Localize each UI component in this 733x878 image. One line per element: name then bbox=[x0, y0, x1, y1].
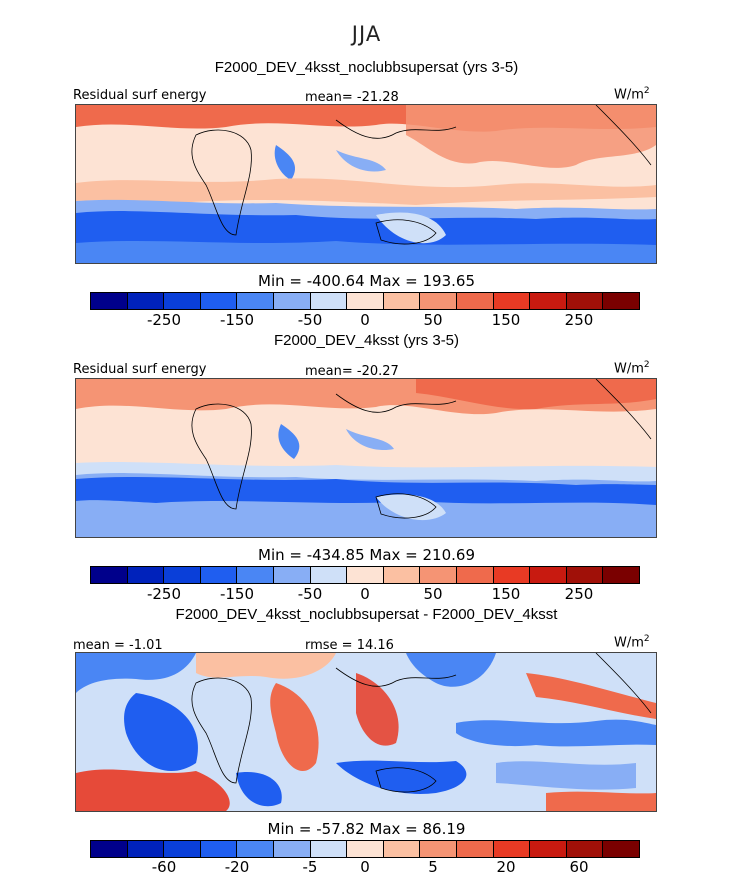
colorbar-swatch bbox=[603, 293, 639, 309]
panel-2-left-label: Residual surf energy bbox=[73, 362, 207, 377]
colorbar-swatch bbox=[273, 841, 311, 857]
colorbar-tick: -250 bbox=[146, 311, 182, 329]
panel-3-min-max: Min = -57.82 Max = 86.19 bbox=[267, 820, 466, 838]
colorbar-swatch bbox=[347, 567, 384, 583]
colorbar-swatch bbox=[456, 841, 494, 857]
colorbar-tick: 60 bbox=[569, 858, 589, 876]
colorbar-swatch bbox=[273, 293, 311, 309]
colorbar-swatch bbox=[164, 841, 201, 857]
colorbar-swatch bbox=[91, 293, 128, 309]
colorbar-tick: 0 bbox=[360, 858, 370, 876]
panel-3-field bbox=[76, 653, 656, 811]
colorbar-tick: -50 bbox=[297, 311, 323, 329]
colorbar-swatch bbox=[603, 841, 639, 857]
colorbar-tick: -5 bbox=[302, 858, 318, 876]
colorbar-tick: 50 bbox=[423, 311, 443, 329]
panel-3-colorbar bbox=[90, 840, 640, 858]
colorbar-swatch bbox=[237, 293, 274, 309]
colorbar-swatch bbox=[310, 293, 348, 309]
colorbar-swatch bbox=[530, 841, 567, 857]
colorbar-swatch bbox=[493, 567, 531, 583]
panel-2-map bbox=[75, 378, 657, 538]
colorbar-swatch bbox=[310, 567, 348, 583]
colorbar-swatch bbox=[420, 567, 457, 583]
colorbar-swatch bbox=[237, 567, 274, 583]
colorbar-tick: 0 bbox=[360, 311, 370, 329]
panel-3-title: F2000_DEV_4ksst_noclubbsupersat - F2000_… bbox=[175, 606, 558, 623]
colorbar-swatch bbox=[493, 841, 531, 857]
colorbar-tick: -150 bbox=[219, 585, 255, 603]
colorbar-tick: 250 bbox=[564, 311, 594, 329]
panel-2-colorbar bbox=[90, 566, 640, 584]
colorbar-swatch bbox=[164, 293, 201, 309]
colorbar-swatch bbox=[127, 841, 165, 857]
colorbar-swatch bbox=[530, 293, 567, 309]
colorbar-swatch bbox=[91, 567, 128, 583]
panel-2-title: F2000_DEV_4ksst (yrs 3-5) bbox=[273, 332, 460, 349]
colorbar-tick: 150 bbox=[491, 311, 521, 329]
colorbar-swatch bbox=[127, 567, 165, 583]
colorbar-swatch bbox=[347, 841, 384, 857]
colorbar-tick: 150 bbox=[491, 585, 521, 603]
colorbar-tick: -250 bbox=[146, 585, 182, 603]
colorbar-swatch bbox=[566, 841, 604, 857]
colorbar-swatch bbox=[456, 293, 494, 309]
colorbar-swatch bbox=[420, 841, 457, 857]
colorbar-tick: 0 bbox=[360, 585, 370, 603]
colorbar-swatch bbox=[237, 841, 274, 857]
panel-3-ticks: -60 -20 -5 0 5 20 60 bbox=[90, 858, 640, 876]
panel-3-map bbox=[75, 652, 657, 812]
panel-2-ticks: -250 -150 -50 0 50 150 250 bbox=[90, 585, 640, 603]
panel-3-left-label: mean = -1.01 bbox=[73, 638, 163, 653]
colorbar-swatch bbox=[493, 293, 531, 309]
colorbar-swatch bbox=[566, 293, 604, 309]
panel-1-map bbox=[75, 104, 657, 264]
panel-2-center-label: mean= -20.27 bbox=[305, 364, 399, 379]
panel-2-min-max: Min = -434.85 Max = 210.69 bbox=[258, 546, 475, 564]
colorbar-swatch bbox=[383, 841, 421, 857]
colorbar-swatch bbox=[347, 293, 384, 309]
colorbar-swatch bbox=[200, 841, 238, 857]
panel-1-min-max: Min = -400.64 Max = 193.65 bbox=[258, 272, 475, 290]
panel-3-center-label: rmse = 14.16 bbox=[305, 638, 394, 653]
colorbar-tick: -50 bbox=[297, 585, 323, 603]
colorbar-swatch bbox=[127, 293, 165, 309]
panel-1-left-label: Residual surf energy bbox=[73, 88, 207, 103]
colorbar-tick: -20 bbox=[224, 858, 250, 876]
colorbar-tick: -150 bbox=[219, 311, 255, 329]
colorbar-tick: 250 bbox=[564, 585, 594, 603]
colorbar-tick: 50 bbox=[423, 585, 443, 603]
colorbar-swatch bbox=[200, 567, 238, 583]
panel-1-title: F2000_DEV_4ksst_noclubbsupersat (yrs 3-5… bbox=[214, 59, 519, 76]
colorbar-swatch bbox=[383, 567, 421, 583]
panel-1-center-label: mean= -21.28 bbox=[305, 90, 399, 105]
colorbar-swatch bbox=[603, 567, 639, 583]
panel-2-field bbox=[76, 379, 656, 537]
colorbar-tick: 20 bbox=[496, 858, 516, 876]
colorbar-swatch bbox=[310, 841, 348, 857]
colorbar-swatch bbox=[91, 841, 128, 857]
panel-1-colorbar bbox=[90, 292, 640, 310]
colorbar-swatch bbox=[383, 293, 421, 309]
colorbar-swatch bbox=[200, 293, 238, 309]
colorbar-swatch bbox=[566, 567, 604, 583]
colorbar-swatch bbox=[530, 567, 567, 583]
colorbar-swatch bbox=[456, 567, 494, 583]
colorbar-tick: 5 bbox=[428, 858, 438, 876]
colorbar-swatch bbox=[164, 567, 201, 583]
colorbar-swatch bbox=[273, 567, 311, 583]
panel-1-units: W/m2 bbox=[614, 86, 650, 103]
panel-3-units: W/m2 bbox=[614, 634, 650, 651]
panel-1-ticks: -250 -150 -50 0 50 150 250 bbox=[90, 311, 640, 329]
colorbar-swatch bbox=[420, 293, 457, 309]
colorbar-tick: -60 bbox=[151, 858, 177, 876]
panel-2-units: W/m2 bbox=[614, 360, 650, 377]
season-title: JJA bbox=[351, 22, 382, 46]
panel-1-field bbox=[76, 105, 656, 263]
